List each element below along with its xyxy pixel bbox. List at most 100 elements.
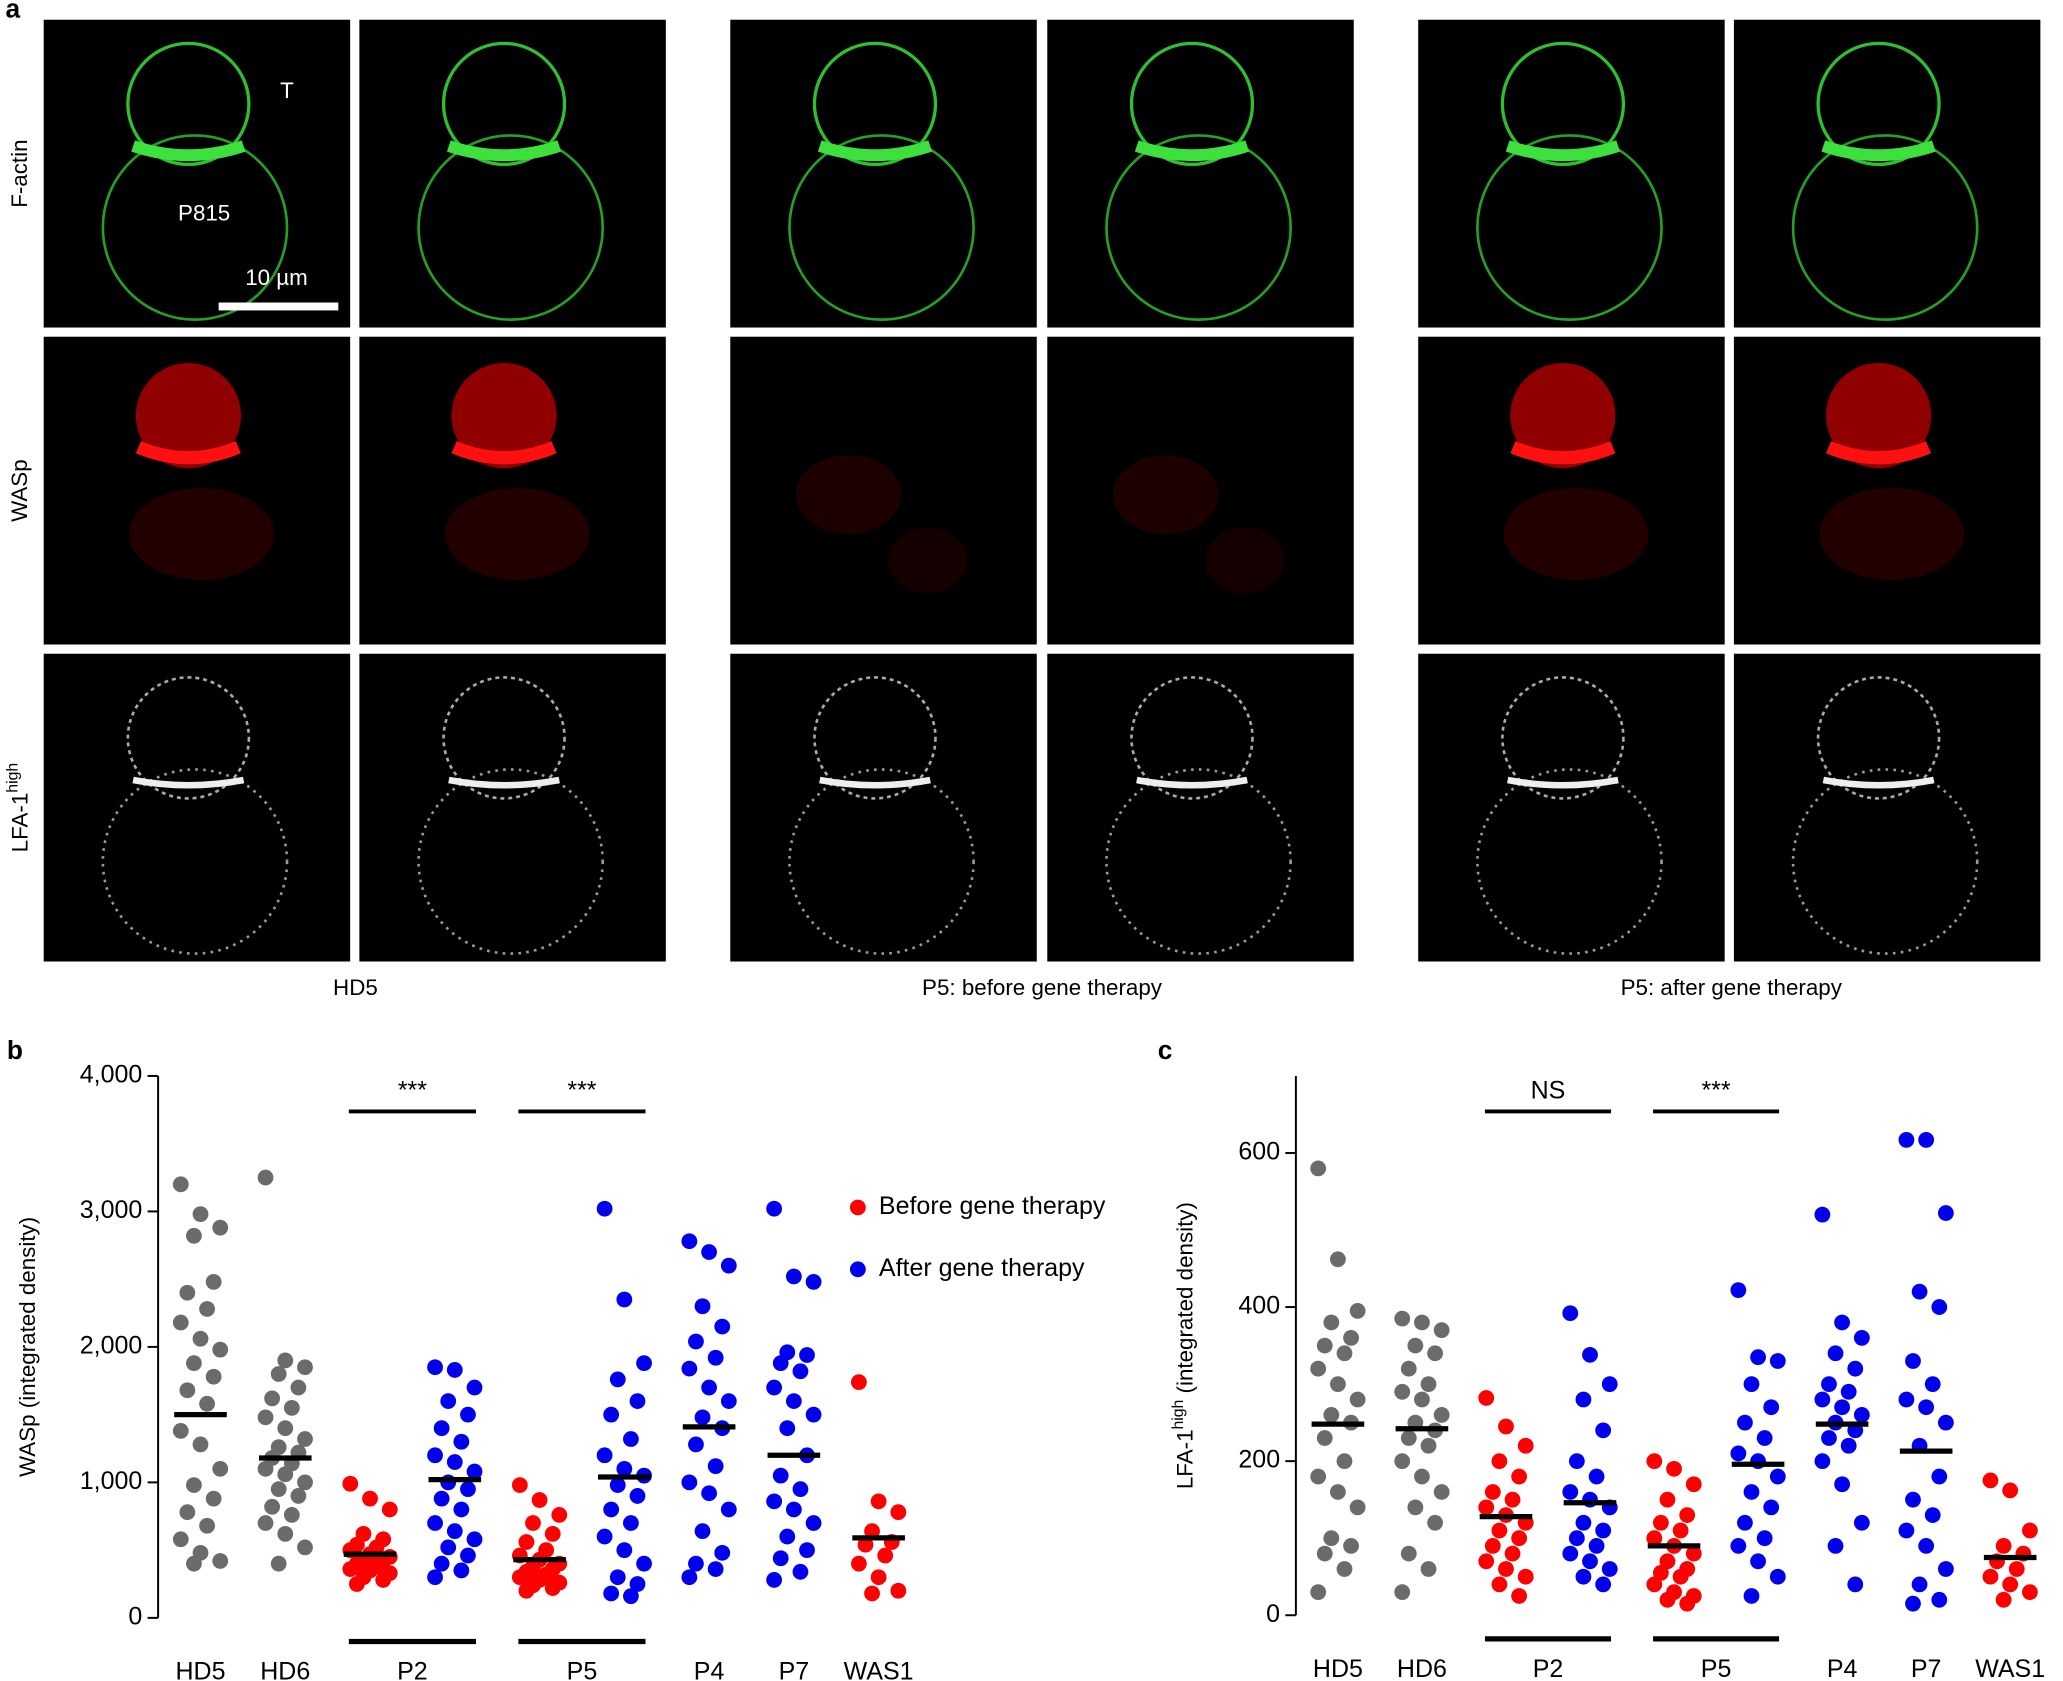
y-tick-label: 3,000 [80, 1196, 143, 1224]
data-point [297, 1359, 313, 1376]
data-point [877, 1547, 894, 1564]
micrograph [359, 653, 666, 962]
data-point [199, 1301, 215, 1317]
micrograph [1733, 19, 2041, 328]
data-point [1420, 1376, 1437, 1393]
y-axis-label-superscript: high [1170, 1400, 1187, 1430]
data-point [851, 1555, 867, 1572]
data-point [172, 1423, 189, 1439]
data-point [609, 1477, 626, 1493]
data-point [1834, 1476, 1851, 1493]
data-point [1737, 1414, 1753, 1431]
data-point [257, 1515, 274, 1531]
significance-label: *** [1701, 1076, 1730, 1104]
data-point [466, 1379, 483, 1396]
data-point [511, 1477, 528, 1493]
data-point [1937, 1561, 1954, 1577]
data-point [264, 1390, 281, 1407]
data-point [270, 1555, 287, 1572]
data-point [297, 1539, 313, 1556]
data-point [1349, 1499, 1366, 1516]
data-point [694, 1298, 711, 1315]
panel-label: a [6, 0, 21, 23]
data-point [1847, 1360, 1864, 1377]
data-point [688, 1436, 704, 1453]
data-point [1601, 1561, 1618, 1577]
data-point [551, 1507, 568, 1523]
data-point [694, 1523, 711, 1540]
data-point [270, 1481, 287, 1498]
x-tick-label: P4 [694, 1658, 725, 1681]
data-point [1924, 1507, 1941, 1523]
data-point [1498, 1418, 1514, 1435]
data-point [257, 1169, 274, 1186]
x-tick-label: P5 [567, 1658, 598, 1681]
data-point [1763, 1399, 1780, 1416]
data-point [440, 1474, 457, 1491]
significance-label: *** [567, 1076, 596, 1104]
data-point [1769, 1468, 1786, 1485]
data-point [1931, 1591, 1948, 1608]
data-point [1646, 1530, 1663, 1547]
micrograph [43, 19, 351, 328]
data-point [596, 1528, 613, 1545]
data-point [772, 1467, 789, 1484]
scale-bar-label: 10 µm [245, 265, 308, 290]
data-point [805, 1406, 822, 1423]
data-point [427, 1569, 443, 1586]
data-point [1478, 1390, 1495, 1406]
data-point [766, 1200, 783, 1217]
row-label-superscript: high [5, 763, 22, 793]
data-point [1679, 1507, 1696, 1523]
data-point [186, 1227, 202, 1244]
data-point [1517, 1568, 1534, 1585]
data-point [629, 1576, 646, 1592]
data-point [1330, 1484, 1346, 1500]
data-point [779, 1528, 796, 1545]
data-point [257, 1460, 274, 1477]
data-point [603, 1501, 620, 1518]
data-point [172, 1314, 189, 1331]
data-point [257, 1409, 274, 1426]
data-point [1491, 1522, 1508, 1539]
data-point [1853, 1329, 1870, 1346]
data-point [1582, 1553, 1598, 1570]
data-point [440, 1539, 457, 1556]
data-point [603, 1585, 620, 1602]
data-point [1982, 1568, 1999, 1585]
x-tick-label: P7 [779, 1658, 810, 1681]
data-point [1769, 1568, 1786, 1585]
data-point [864, 1585, 880, 1602]
data-point [1316, 1545, 1333, 1562]
significance-label: *** [398, 1076, 427, 1104]
data-point [1685, 1476, 1702, 1493]
data-point [212, 1553, 229, 1569]
data-point [1840, 1437, 1857, 1454]
data-point [1336, 1345, 1353, 1362]
data-point [714, 1318, 731, 1335]
data-point [1769, 1353, 1786, 1369]
data-point [1568, 1453, 1585, 1470]
data-point [381, 1501, 398, 1518]
data-point [1414, 1391, 1430, 1408]
data-point [1898, 1522, 1915, 1539]
data-point [714, 1544, 731, 1561]
row-label: F-actin [7, 139, 32, 207]
x-tick-label: HD6 [260, 1658, 310, 1681]
x-tick-label: HD5 [176, 1658, 226, 1681]
data-point [297, 1431, 313, 1447]
data-point [2022, 1584, 2038, 1601]
data-point [518, 1534, 535, 1550]
data-point [1743, 1588, 1760, 1604]
data-point [1666, 1460, 1682, 1477]
micrograph [730, 19, 1037, 328]
data-point [1918, 1131, 1935, 1148]
data-point [1491, 1576, 1508, 1593]
y-tick-label: 0 [1266, 1600, 1280, 1628]
data-point [609, 1371, 626, 1388]
data-point [186, 1355, 202, 1372]
data-point [785, 1393, 802, 1409]
data-point [277, 1420, 294, 1437]
data-point [616, 1460, 633, 1477]
